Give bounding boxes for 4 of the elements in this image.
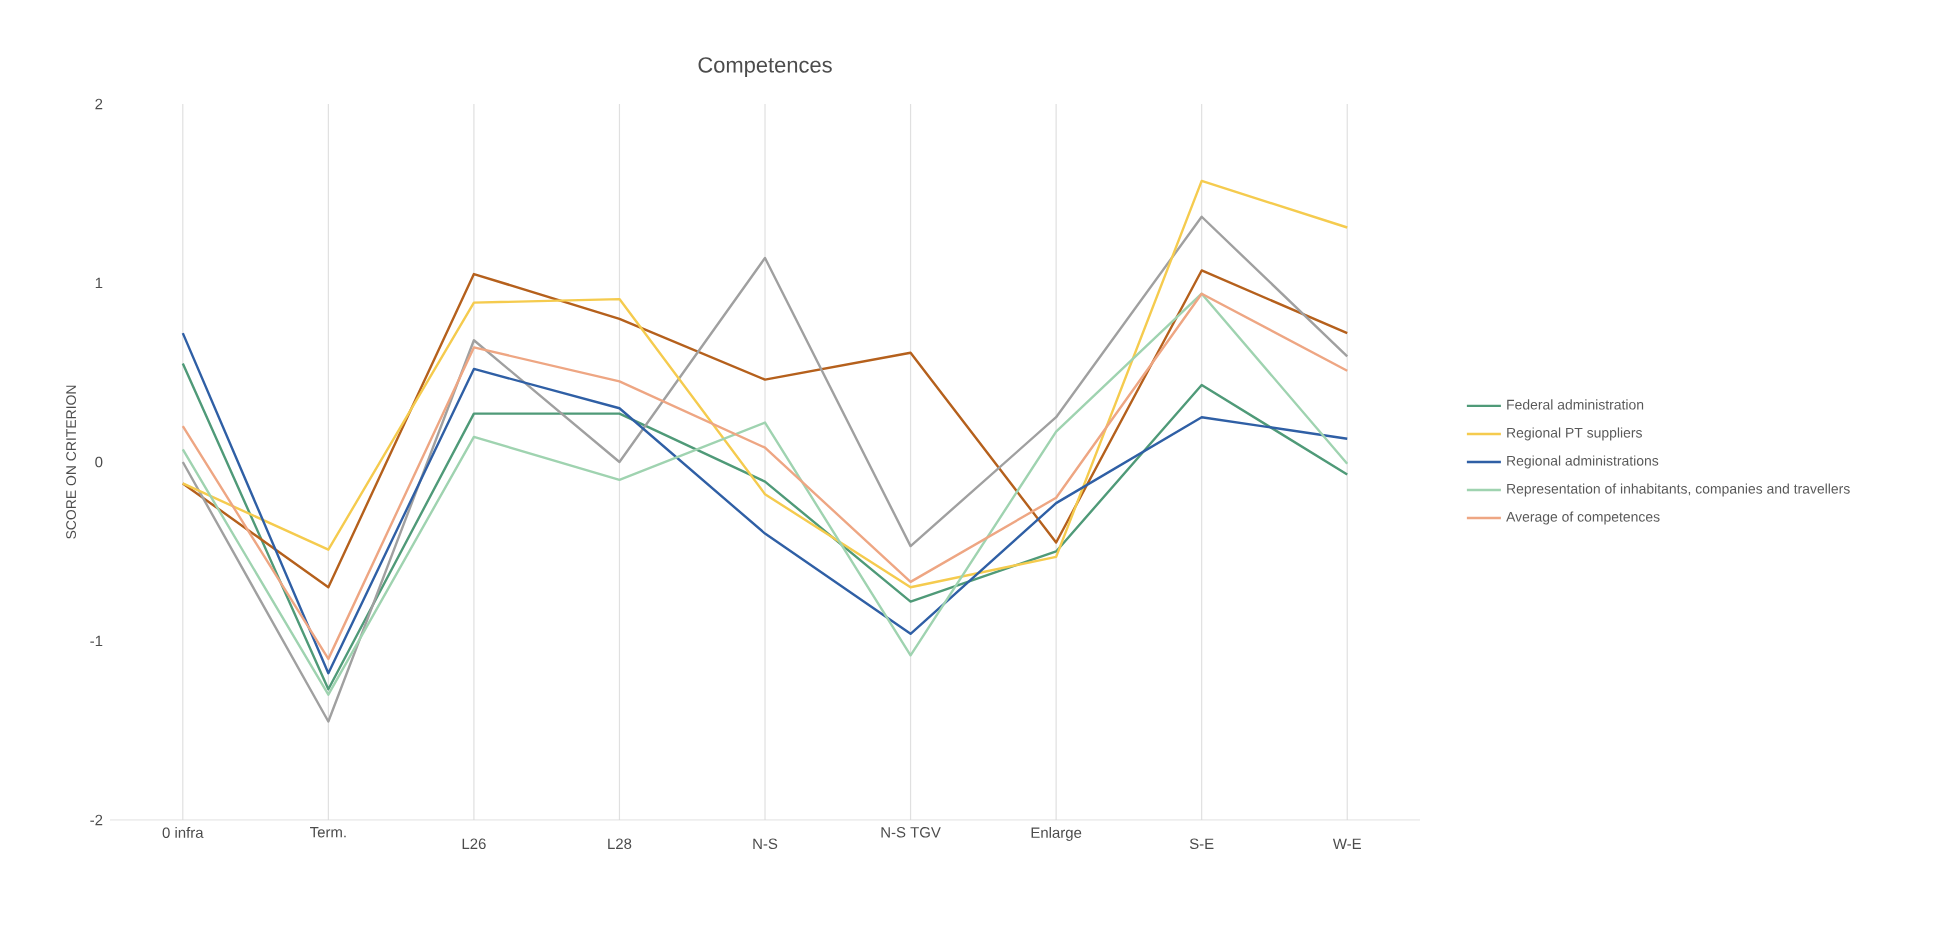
line-series	[181, 269, 1349, 589]
line-series	[181, 179, 1349, 589]
chart-title: Competences	[698, 57, 832, 77]
line-series	[181, 215, 1349, 723]
